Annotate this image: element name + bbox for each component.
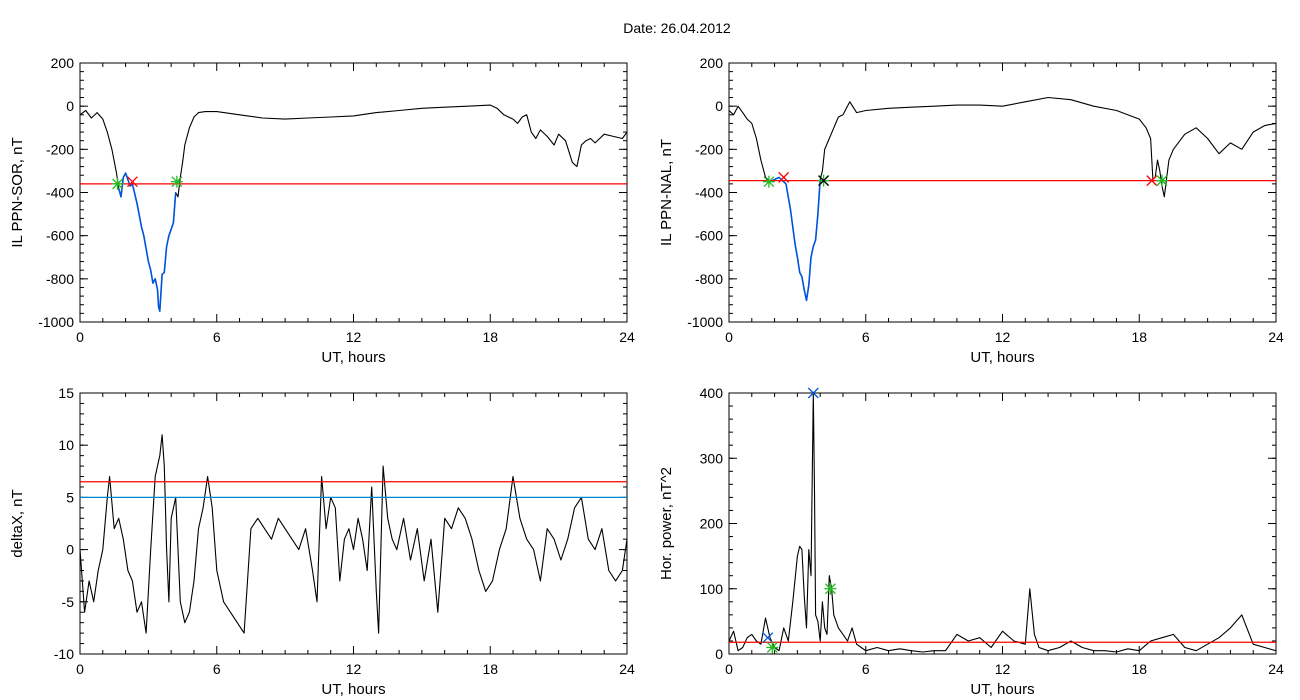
chart-sor-ytick-label: -1000 xyxy=(38,314,74,330)
chart-power-xtick-label: 12 xyxy=(995,661,1011,677)
chart-nal-xlabel: UT, hours xyxy=(970,349,1034,366)
chart-deltax-ylabel: deltaX, nT xyxy=(9,489,26,557)
chart-power-event-marker xyxy=(824,582,837,595)
chart-sor-xtick-label: 6 xyxy=(213,329,221,345)
chart-nal-ytick-label: -1000 xyxy=(687,314,723,330)
chart-deltax-ytick-label: -10 xyxy=(54,646,74,662)
chart-sor-ytick-label: -200 xyxy=(46,141,74,157)
chart-deltax-ytick-label: 15 xyxy=(58,385,74,401)
chart-nal-panel: 0 6 12 18 24 -1000 -800 -600 -400 -200 0 200 UT, hou… xyxy=(658,55,1284,366)
chart-nal-frame xyxy=(728,62,1277,323)
chart-power-xtick-label: 0 xyxy=(725,661,733,677)
chart-power-event-marker xyxy=(762,632,774,644)
chart-deltax-series-index xyxy=(80,434,627,634)
chart-sor-xtick-label: 0 xyxy=(76,329,84,345)
chart-deltax-frame xyxy=(79,392,628,655)
chart-sor-ytick-label: 0 xyxy=(66,98,74,114)
chart-nal-ytick-label: -400 xyxy=(695,185,723,201)
chart-sor-plot-area xyxy=(80,104,627,313)
chart-deltax-ytick-label: 10 xyxy=(58,437,74,453)
chart-nal-ytick-label: 0 xyxy=(715,98,723,114)
chart-power-event-marker xyxy=(766,641,779,654)
chart-sor-ytick-label: -400 xyxy=(46,185,74,201)
chart-power-ytick-label: 400 xyxy=(700,385,724,401)
chart-nal-series-index xyxy=(729,96,1276,301)
chart-nal-xtick-label: 0 xyxy=(725,329,733,345)
chart-sor-ytick-label: -600 xyxy=(46,228,74,244)
chart-nal-event-marker xyxy=(778,171,790,183)
chart-power-ytick-label: 100 xyxy=(700,581,724,597)
chart-power-series-index xyxy=(729,393,1276,653)
chart-nal-ytick-label: 200 xyxy=(700,55,724,71)
chart-nal-marker-stroke xyxy=(818,175,830,187)
chart-sor-panel: 0 6 12 18 24 -1000 -800 -600 -400 -200 0 200 UT, hou… xyxy=(9,55,635,366)
chart-nal-ytick-label: -800 xyxy=(695,271,723,287)
chart-deltax-ytick-label: -5 xyxy=(62,594,75,610)
chart-deltax-ytick-label: 5 xyxy=(66,489,74,505)
chart-deltax-xtick-label: 6 xyxy=(213,661,221,677)
chart-power-xtick-label: 6 xyxy=(862,661,870,677)
chart-nal-series-event xyxy=(769,176,821,302)
chart-power-event-marker xyxy=(807,387,819,399)
chart-deltax-plot-area xyxy=(80,434,627,634)
chart-deltax-panel: 0 6 12 18 24 -10 -5 0 5 10 15 UT, hours deltaX, nT xyxy=(9,385,635,698)
chart-nal-xtick-label: 18 xyxy=(1131,329,1147,345)
chart-deltax-xtick-label: 12 xyxy=(346,661,362,677)
chart-power-xtick-label: 24 xyxy=(1268,661,1284,677)
chart-power-plot-area xyxy=(729,393,1276,653)
chart-deltax-xlabel: UT, hours xyxy=(321,681,385,698)
chart-sor-xtick-label: 24 xyxy=(619,329,635,345)
chart-power-ytick-label: 200 xyxy=(700,516,724,532)
chart-sor-marker-stroke xyxy=(126,176,138,188)
chart-nal-event-marker xyxy=(818,175,830,187)
chart-power-xtick-label: 18 xyxy=(1131,661,1147,677)
chart-nal-event-marker xyxy=(1156,174,1169,187)
chart-nal-xtick-label: 12 xyxy=(995,329,1011,345)
chart-nal-marker-stroke xyxy=(778,171,790,183)
chart-nal-event-marker xyxy=(762,175,775,188)
chart-deltax-xtick-label: 0 xyxy=(76,661,84,677)
chart-sor-xtick-label: 18 xyxy=(482,329,498,345)
chart-sor-event-marker xyxy=(111,177,124,190)
chart-power-ytick-label: 300 xyxy=(700,450,724,466)
chart-sor-xlabel: UT, hours xyxy=(321,349,385,366)
figure-title: Date: 26.04.2012 xyxy=(623,20,731,36)
chart-deltax-xtick-label: 18 xyxy=(482,661,498,677)
chart-sor-series-event xyxy=(117,172,177,313)
chart-power-marker-stroke xyxy=(762,632,774,644)
chart-nal-ytick-label: -600 xyxy=(695,228,723,244)
chart-power-xlabel: UT, hours xyxy=(970,681,1034,698)
chart-power-ylabel: Hor. power, nT^2 xyxy=(658,467,675,580)
chart-power-ytick-label: 0 xyxy=(715,646,723,662)
chart-power-panel: 0 6 12 18 24 0 100 200 300 400 UT, hours Hor. power… xyxy=(658,385,1284,698)
chart-sor-ytick-label: 200 xyxy=(51,55,75,71)
chart-nal-event-marker xyxy=(1146,175,1158,187)
chart-deltax-ytick-label: 0 xyxy=(66,542,74,558)
chart-nal-xtick-label: 6 xyxy=(862,329,870,345)
chart-sor-event-marker xyxy=(170,175,183,188)
chart-nal-marker-stroke xyxy=(1146,175,1158,187)
chart-sor-ytick-label: -800 xyxy=(46,271,74,287)
chart-sor-xtick-label: 12 xyxy=(346,329,362,345)
chart-nal-ylabel: IL PPN-NAL, nT xyxy=(658,139,675,246)
chart-power-frame xyxy=(728,392,1277,655)
chart-nal-ytick-label: -200 xyxy=(695,141,723,157)
chart-power-marker-stroke xyxy=(807,387,819,399)
chart-nal-xtick-label: 24 xyxy=(1268,329,1284,345)
chart-sor-event-marker xyxy=(126,176,138,188)
chart-nal-plot-area xyxy=(729,96,1276,302)
chart-deltax-xtick-label: 24 xyxy=(619,661,635,677)
chart-sor-ylabel: IL PPN-SOR, nT xyxy=(9,137,26,247)
